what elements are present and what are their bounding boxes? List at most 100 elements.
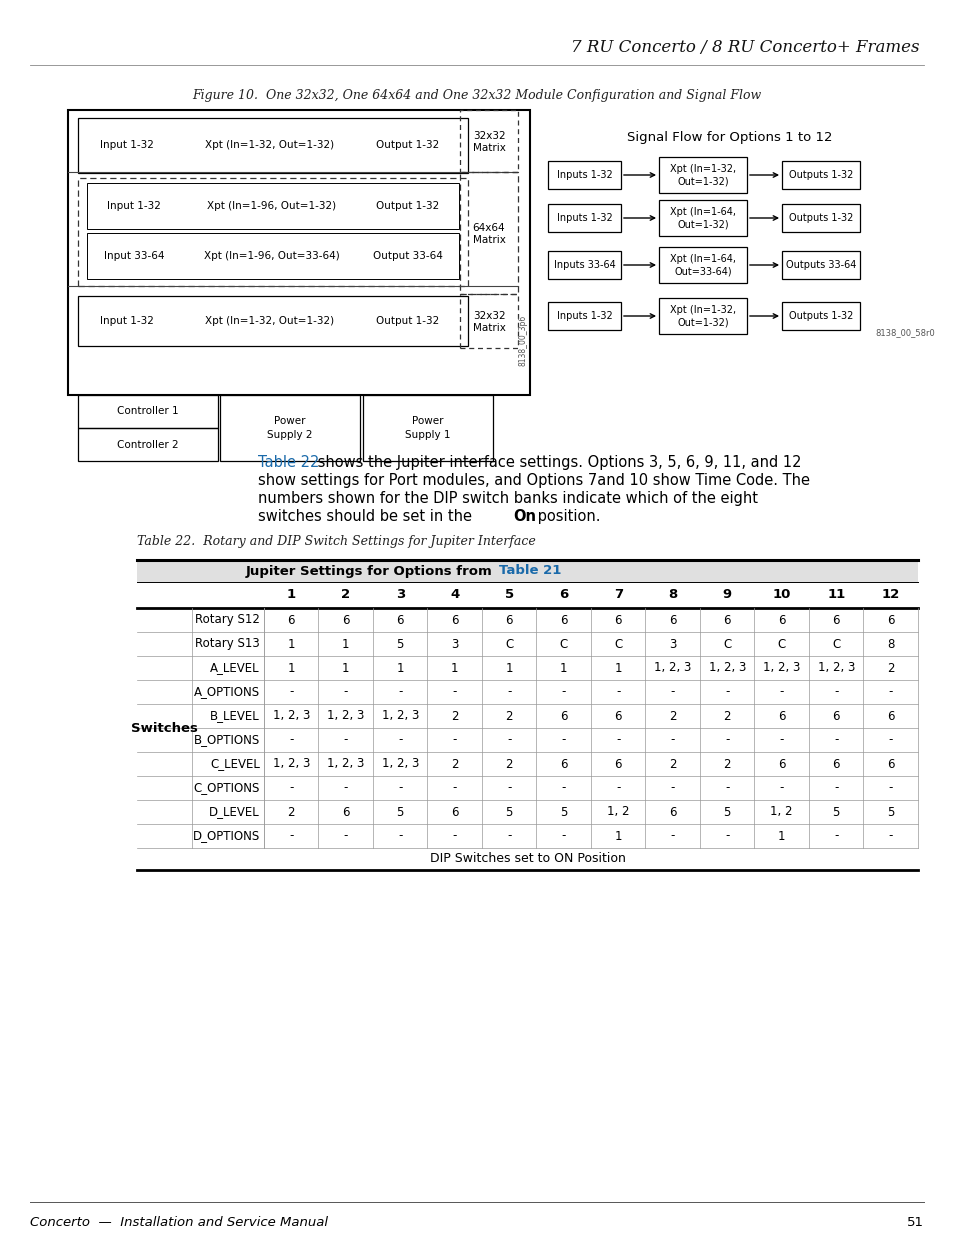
Text: Output 1-32: Output 1-32 (376, 201, 439, 211)
Text: Matrix: Matrix (472, 324, 505, 333)
Text: 6: 6 (886, 709, 894, 722)
Text: Table 22: Table 22 (257, 454, 319, 471)
Text: -: - (507, 685, 511, 699)
Bar (78, 395, 218, 429)
Text: -: - (887, 830, 892, 842)
Text: 2: 2 (287, 805, 294, 819)
Bar (781, 204, 859, 232)
Text: switches should be set in the: switches should be set in the (257, 509, 476, 524)
Text: Xpt (In=1-96, Out=33-64): Xpt (In=1-96, Out=33-64) (204, 251, 339, 261)
Text: 6: 6 (832, 757, 840, 771)
Text: 64x64: 64x64 (472, 224, 505, 233)
Text: 4: 4 (450, 589, 459, 601)
Text: -: - (561, 734, 565, 746)
Text: -: - (397, 830, 402, 842)
Text: 32x32: 32x32 (472, 311, 505, 321)
Text: 6: 6 (614, 757, 621, 771)
Text: 1: 1 (778, 830, 784, 842)
Text: -: - (343, 830, 348, 842)
Text: -: - (616, 782, 619, 794)
Text: A_LEVEL: A_LEVEL (211, 662, 260, 674)
Text: -: - (616, 734, 619, 746)
Text: 6: 6 (886, 757, 894, 771)
Text: 1, 2, 3: 1, 2, 3 (762, 662, 800, 674)
Text: 1, 2, 3: 1, 2, 3 (273, 709, 310, 722)
Text: A_OPTIONS: A_OPTIONS (193, 685, 260, 699)
Text: Input 1-32: Input 1-32 (100, 141, 153, 151)
Text: -: - (833, 830, 838, 842)
Text: 1: 1 (341, 637, 349, 651)
Text: 8: 8 (886, 637, 894, 651)
Text: 1: 1 (287, 589, 295, 601)
Text: 5: 5 (396, 805, 403, 819)
Bar (547, 161, 620, 189)
Bar (659, 200, 746, 236)
Text: -: - (289, 734, 294, 746)
Text: 1: 1 (614, 830, 621, 842)
Text: -: - (561, 685, 565, 699)
Text: Xpt (In=1-32, Out=1-32): Xpt (In=1-32, Out=1-32) (205, 141, 335, 151)
Text: 3: 3 (668, 637, 676, 651)
Text: Output 1-32: Output 1-32 (376, 316, 439, 326)
Text: -: - (561, 782, 565, 794)
Text: 2: 2 (668, 709, 676, 722)
Text: 6: 6 (559, 757, 567, 771)
Bar (68, 110, 530, 395)
Text: B_OPTIONS: B_OPTIONS (193, 734, 260, 746)
Text: C: C (777, 637, 785, 651)
Text: Xpt (In=1-32, Out=1-32): Xpt (In=1-32, Out=1-32) (205, 316, 335, 326)
Text: 1: 1 (341, 662, 349, 674)
Text: -: - (507, 782, 511, 794)
Text: -: - (289, 830, 294, 842)
Text: 6: 6 (341, 805, 349, 819)
Bar (137, 559, 917, 582)
Text: Input 1-32: Input 1-32 (107, 201, 161, 211)
Text: Outputs 33-64: Outputs 33-64 (785, 261, 855, 270)
Text: 1, 2, 3: 1, 2, 3 (381, 757, 418, 771)
Text: -: - (452, 685, 456, 699)
Bar (459, 110, 517, 172)
Text: 6: 6 (505, 614, 513, 626)
Bar (781, 161, 859, 189)
Text: Inputs 1-32: Inputs 1-32 (556, 212, 612, 224)
Text: Xpt (In=1-96, Out=1-32): Xpt (In=1-96, Out=1-32) (207, 201, 336, 211)
Text: On: On (513, 509, 536, 524)
Text: Power
Supply 2: Power Supply 2 (267, 416, 313, 440)
Text: 5: 5 (396, 637, 403, 651)
Text: 5: 5 (505, 805, 513, 819)
Text: 10: 10 (772, 589, 790, 601)
Text: show settings for Port modules, and Options 7and 10 show Time Code. The: show settings for Port modules, and Opti… (257, 473, 809, 488)
Text: Inputs 1-32: Inputs 1-32 (556, 311, 612, 321)
Text: 1, 2, 3: 1, 2, 3 (327, 709, 364, 722)
Text: -: - (397, 782, 402, 794)
Text: Controller 2: Controller 2 (117, 440, 178, 450)
Text: -: - (779, 685, 783, 699)
Text: Input 1-32: Input 1-32 (100, 316, 153, 326)
Text: C: C (722, 637, 731, 651)
Text: Output 33-64: Output 33-64 (373, 251, 442, 261)
Text: -: - (724, 685, 729, 699)
Bar (659, 157, 746, 193)
Text: -: - (833, 734, 838, 746)
Text: 6: 6 (396, 614, 403, 626)
Text: 2: 2 (505, 757, 513, 771)
Text: Jupiter Settings for Options from: Jupiter Settings for Options from (246, 564, 497, 578)
Text: Xpt (In=1-32,
Out=1-32): Xpt (In=1-32, Out=1-32) (669, 164, 736, 186)
Text: 6: 6 (614, 614, 621, 626)
Text: -: - (779, 782, 783, 794)
Text: -: - (833, 685, 838, 699)
Text: 1: 1 (287, 662, 294, 674)
Text: 51: 51 (906, 1215, 923, 1229)
Text: 11: 11 (826, 589, 844, 601)
Text: -: - (343, 782, 348, 794)
Text: 1, 2: 1, 2 (770, 805, 792, 819)
Text: C_LEVEL: C_LEVEL (210, 757, 260, 771)
Text: Figure 10.  One 32x32, One 64x64 and One 32x32 Module Configuration and Signal F: Figure 10. One 32x32, One 64x64 and One … (193, 89, 760, 103)
Text: C: C (504, 637, 513, 651)
Text: 7 RU Concerto / 8 RU Concerto+ Frames: 7 RU Concerto / 8 RU Concerto+ Frames (571, 40, 919, 57)
Text: -: - (724, 734, 729, 746)
Text: -: - (724, 782, 729, 794)
Text: -: - (887, 685, 892, 699)
Text: 6: 6 (722, 614, 730, 626)
Text: 6: 6 (559, 709, 567, 722)
